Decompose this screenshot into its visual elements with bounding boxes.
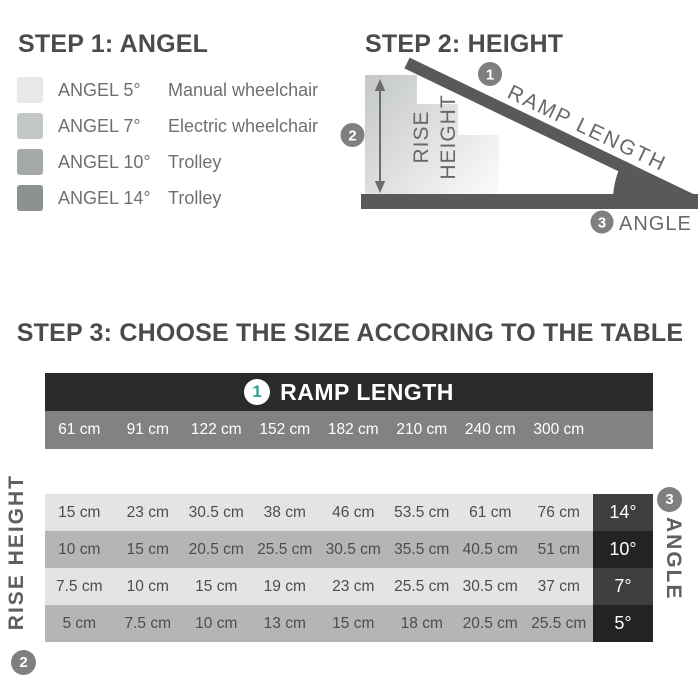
angle-box-5deg: 5° xyxy=(593,605,653,642)
table-row-10deg: 10 cm 15 cm 20.5 cm 25.5 cm 30.5 cm 35.5… xyxy=(45,531,653,568)
column-header: 210 cm xyxy=(396,421,448,438)
swatch-10deg xyxy=(17,149,43,175)
step3-title: STEP 3: CHOOSE THE SIZE ACCORING TO THE … xyxy=(16,319,684,347)
legend-use-label: Electric wheelchair xyxy=(168,115,319,136)
table-gap xyxy=(45,449,653,494)
angle-box-10deg: 10° xyxy=(593,531,653,568)
column-header: 122 cm xyxy=(190,421,242,438)
table-cell: 25.5 cm xyxy=(531,614,587,632)
rise-height-label-line1: RISE xyxy=(410,110,433,163)
angle-box-14deg: 14° xyxy=(593,494,653,531)
table-cell: 23 cm xyxy=(332,577,375,595)
table-cell: 23 cm xyxy=(126,503,169,521)
stairs-shape xyxy=(365,75,499,194)
table-cell: 53.5 cm xyxy=(394,503,450,521)
step2-title: STEP 2: HEIGHT xyxy=(365,30,564,58)
table-cell: 61 cm xyxy=(469,503,512,521)
table-cell: 5 cm xyxy=(62,614,97,632)
table-cell: 7.5 cm xyxy=(124,614,171,632)
badge-angle-number: 3 xyxy=(598,215,606,232)
table-header-bar: 1 RAMP LENGTH xyxy=(45,373,653,411)
table-row-14deg: 15 cm 23 cm 30.5 cm 38 cm 46 cm 53.5 cm … xyxy=(45,494,653,531)
column-header: 300 cm xyxy=(533,421,585,438)
column-header: 240 cm xyxy=(464,421,516,438)
table-cell: 10 cm xyxy=(195,614,238,632)
legend-row-10deg: ANGEL 10° Trolley xyxy=(17,149,318,175)
table-cell: 19 cm xyxy=(263,577,306,595)
angle-legend: ANGEL 5° Manual wheelchair ANGEL 7° Elec… xyxy=(17,77,318,211)
legend-row-14deg: ANGEL 14° Trolley xyxy=(17,185,318,211)
column-header: 61 cm xyxy=(58,421,101,438)
table-cell: 18 cm xyxy=(400,614,443,632)
legend-angle-label: ANGEL 10° xyxy=(58,151,151,172)
table-cell: 30.5 cm xyxy=(188,503,244,521)
swatch-7deg xyxy=(17,113,43,139)
angle-box-7deg: 7° xyxy=(593,568,653,605)
rise-height-label-line2: HEIGHT xyxy=(437,94,460,179)
rise-height-arrow xyxy=(374,79,386,193)
legend-row-5deg: ANGEL 5° Manual wheelchair xyxy=(17,77,318,103)
table-cell: 10 cm xyxy=(126,577,169,595)
table-cell: 7.5 cm xyxy=(55,577,103,595)
legend-use-label: Manual wheelchair xyxy=(168,79,319,100)
table-cell: 35.5 cm xyxy=(394,540,450,558)
table-cell: 25.5 cm xyxy=(257,540,313,558)
legend-row-7deg: ANGEL 7° Electric wheelchair xyxy=(17,113,318,139)
ramp-shape xyxy=(404,57,695,206)
table-cell: 20.5 cm xyxy=(188,540,244,558)
swatch-5deg xyxy=(17,77,43,103)
badge-ramp-length: 1 xyxy=(478,62,502,86)
badge-rise-height: 2 xyxy=(340,123,365,147)
badge-angle-table: 3 xyxy=(657,487,682,512)
table-cell: 13 cm xyxy=(263,614,306,632)
table-cell: 76 cm xyxy=(537,503,580,521)
legend-angle-label: ANGEL 7° xyxy=(58,115,141,136)
table-cell: 10 cm xyxy=(58,540,101,558)
legend-angle-label: ANGEL 5° xyxy=(58,79,141,100)
table-cell: 30.5 cm xyxy=(462,577,518,595)
table-cell: 15 cm xyxy=(332,614,375,632)
table-row-7deg: 7.5 cm 10 cm 15 cm 19 cm 23 cm 25.5 cm 3… xyxy=(45,568,653,605)
step1-title: STEP 1: ANGEL xyxy=(18,30,209,58)
table-header-badge: 1 xyxy=(244,379,271,405)
table-cell: 15 cm xyxy=(195,577,238,595)
rise-height-axis-label: RISE HEIGHT xyxy=(5,474,28,631)
table-cell: 40.5 cm xyxy=(462,540,518,558)
ramp-length-label: RAMP LENGTH xyxy=(504,81,670,176)
column-header: 182 cm xyxy=(327,421,379,438)
angle-axis-label: ANGLE xyxy=(662,517,685,601)
table-cell: 46 cm xyxy=(332,503,375,521)
table-cell: 37 cm xyxy=(537,577,580,595)
column-header: 91 cm xyxy=(126,421,169,438)
table-cell: 25.5 cm xyxy=(394,577,450,595)
badge-angle: 3 xyxy=(590,210,614,234)
angle-label: ANGLE xyxy=(619,213,692,235)
table-cell: 15 cm xyxy=(58,503,101,521)
column-header: 152 cm xyxy=(259,421,311,438)
table-cell: 38 cm xyxy=(263,503,306,521)
badge-rise-height-table: 2 xyxy=(11,650,36,675)
table-cell: 30.5 cm xyxy=(325,540,381,558)
swatch-14deg xyxy=(17,185,43,211)
size-table: 1 RAMP LENGTH 61 cm 91 cm 122 cm 152 cm … xyxy=(45,373,653,642)
badge-rise-height-number: 2 xyxy=(348,128,356,145)
table-header-label: RAMP LENGTH xyxy=(280,378,454,405)
legend-use-label: Trolley xyxy=(168,187,222,208)
badge-ramp-length-number: 1 xyxy=(486,67,494,84)
table-cell: 15 cm xyxy=(126,540,169,558)
table-row-5deg: 5 cm 7.5 cm 10 cm 13 cm 15 cm 18 cm 20.5… xyxy=(45,605,653,642)
ramp-diagram: RISE HEIGHT 1 RAMP LENGTH 2 3 ANGLE xyxy=(340,57,698,235)
table-cell: 51 cm xyxy=(537,540,580,558)
legend-angle-label: ANGEL 14° xyxy=(58,187,151,208)
legend-use-label: Trolley xyxy=(168,151,222,172)
table-column-headers: 61 cm 91 cm 122 cm 152 cm 182 cm 210 cm … xyxy=(45,411,653,449)
table-cell: 20.5 cm xyxy=(462,614,518,632)
